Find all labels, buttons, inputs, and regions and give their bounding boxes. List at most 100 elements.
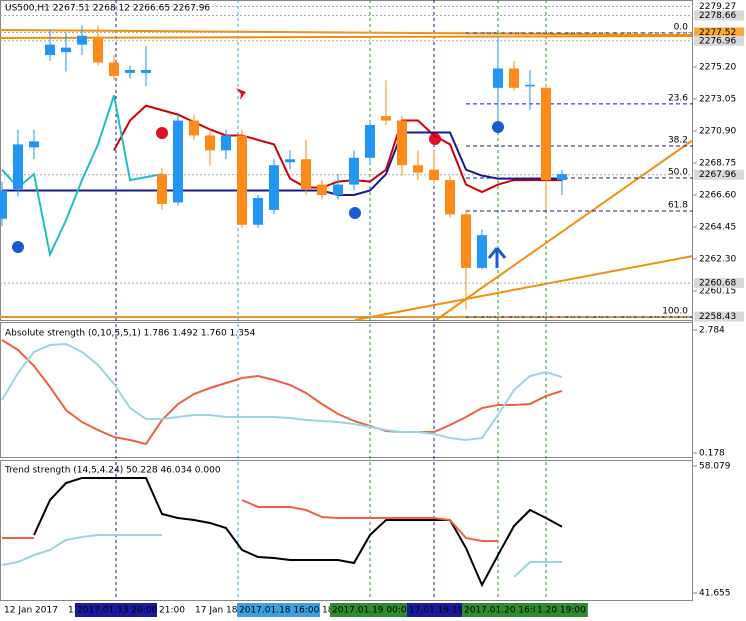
y-tick-label: 0.178 <box>699 449 725 459</box>
candle-body <box>125 69 135 73</box>
panel-title: Trend strength (14,5,4.24) 50.228 46.034… <box>4 466 221 476</box>
price-marker-box <box>694 1 744 12</box>
buy-arrow <box>487 247 507 268</box>
time-label: 13 <box>68 606 79 616</box>
price-marker-label: 2277.52 <box>699 28 736 38</box>
time-label-box <box>193 603 240 617</box>
candle-body <box>205 135 215 151</box>
candle-body <box>285 159 295 163</box>
time-label: 2017.01.18 16:00 <box>239 606 320 616</box>
candle-body <box>461 214 471 268</box>
sell-arrow <box>236 88 246 100</box>
candle-body <box>45 44 55 56</box>
fib-label: 61.8 <box>668 201 688 211</box>
candle-body <box>301 159 311 190</box>
candle-body <box>93 38 103 63</box>
trend-line <box>354 255 694 321</box>
y-tick-label: 2275.20 <box>699 62 736 72</box>
candle-body <box>29 141 39 148</box>
candle-body <box>381 116 391 121</box>
price-marker-box <box>694 311 744 322</box>
candle-body <box>189 120 199 136</box>
time-label-box <box>237 603 322 617</box>
candle-body <box>221 135 231 151</box>
trend-line <box>435 139 694 321</box>
y-tick-label: 2266.60 <box>699 190 736 200</box>
candle-body <box>77 35 87 45</box>
time-label-box <box>330 603 415 617</box>
time-label: 21:00 <box>159 606 185 616</box>
candle-body <box>445 180 455 215</box>
signals <box>12 88 507 268</box>
time-label: 17 Jan 18 <box>195 606 238 616</box>
candle-body <box>157 174 167 204</box>
time-label: 2017.01.20 16:00 <box>464 606 545 616</box>
indicator-line <box>1 343 563 442</box>
time-label: 18 <box>322 606 334 616</box>
candle-body <box>173 120 183 203</box>
signal-dot <box>349 207 361 219</box>
time-label-box <box>2 603 60 617</box>
candle-body <box>317 184 327 195</box>
y-tick-label: 2260.15 <box>699 286 736 296</box>
indicator-line <box>2 131 562 196</box>
candle-body <box>397 120 407 166</box>
candle-body <box>557 174 567 181</box>
panel-title: Absolute strength (0,10,5,5,1) 1.786 1.4… <box>5 329 256 339</box>
time-label-box <box>407 603 469 617</box>
time-label: 2017.01.19 00:00 <box>332 606 413 616</box>
indicator-line <box>1 94 163 258</box>
price-marker-box <box>694 278 744 289</box>
y-tick-label: 41.655 <box>699 589 731 599</box>
candle-body <box>349 157 359 185</box>
signal-dot <box>12 241 24 253</box>
price-marker-box <box>694 10 744 21</box>
candle-body <box>477 235 487 268</box>
signal-dot <box>429 133 441 145</box>
candle-body <box>0 190 7 219</box>
fib-label: 0.0 <box>674 22 689 32</box>
price-marker-box <box>694 35 744 46</box>
time-label: 2017.01.13 20:00 <box>77 606 158 616</box>
signal-dot <box>156 127 168 139</box>
candle-body <box>429 169 439 181</box>
price-marker-box <box>694 27 744 38</box>
trend-lines <box>0 29 694 321</box>
fib-label: 100.0 <box>662 307 688 317</box>
indicator-line <box>33 476 563 588</box>
trend-line <box>0 29 694 36</box>
time-label: 1.20 19:00 <box>537 606 586 616</box>
time-label: 17.01.19 19: <box>409 606 466 616</box>
fib-label: 50.0 <box>668 168 688 178</box>
y-tick-label: 2270.90 <box>699 126 736 136</box>
indicator-line <box>2 499 498 542</box>
y-tick-label: 2262.30 <box>699 254 736 264</box>
candle-body <box>141 69 151 73</box>
candle-body <box>365 125 375 158</box>
price-marker-label: 2278.66 <box>699 11 736 21</box>
y-tick-label: 2268.75 <box>699 158 736 168</box>
time-label-box <box>157 603 187 617</box>
candle-body <box>509 68 519 88</box>
panel-title: US500,H1 2267.51 2268.12 2266.65 2267.96 <box>5 4 210 14</box>
y-tick-label: 2264.45 <box>699 222 736 232</box>
time-label-box <box>535 603 588 617</box>
time-label-box <box>462 603 547 617</box>
candle-body <box>413 165 423 173</box>
candle-body <box>237 135 247 225</box>
price-marker-label: 2279.27 <box>699 2 736 12</box>
y-tick-label: 58.079 <box>699 462 731 472</box>
candle-body <box>541 87 551 181</box>
trend-line <box>0 35 694 39</box>
indicator-line <box>1 534 562 578</box>
fib-label: 38.2 <box>668 136 688 146</box>
fib-label: 23.6 <box>668 93 688 103</box>
candle-body <box>333 184 343 195</box>
price-marker-label: 2276.96 <box>699 36 736 46</box>
price-marker-label: 2260.68 <box>699 279 736 289</box>
time-label-box <box>75 603 160 617</box>
price-marker-label: 2267.96 <box>699 170 736 180</box>
time-separators <box>115 0 547 600</box>
